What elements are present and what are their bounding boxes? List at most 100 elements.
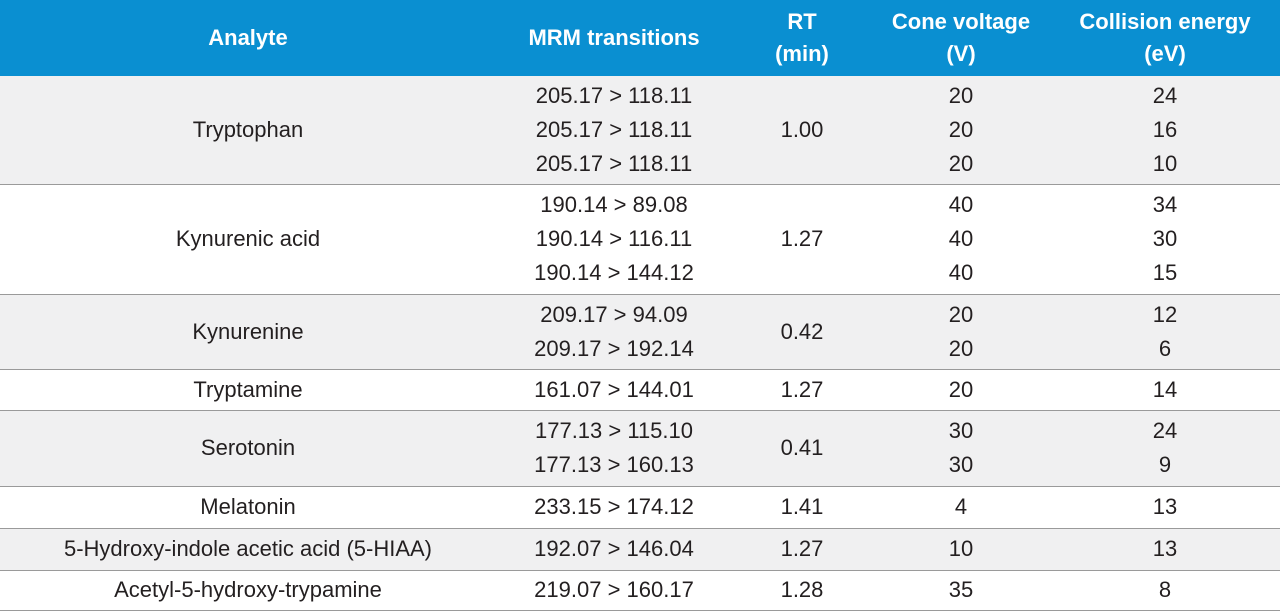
rt-cell: 1.27: [732, 184, 872, 295]
mrm-transition: 209.17 > 94.09: [540, 301, 688, 327]
ce-value: 24: [1152, 418, 1178, 443]
analyte-name: Acetyl-5-hydroxy-trypamine: [114, 577, 382, 602]
rt-value: 1.27: [780, 536, 824, 561]
cone-value: 20: [948, 116, 974, 142]
cone-value: 10: [948, 536, 974, 561]
mrm-cell: 205.17 > 118.11 205.17 > 118.11 205.17 >…: [496, 76, 732, 185]
table-row: Tryptamine 161.07 > 144.01 1.27 20 14: [0, 369, 1280, 411]
header-cone-voltage: Cone voltage (V): [872, 0, 1050, 76]
ce-cell: 24 9: [1050, 410, 1280, 487]
ce-value: 24: [1152, 82, 1178, 108]
header-analyte: Analyte: [0, 0, 496, 76]
ce-cell: 24 16 10: [1050, 76, 1280, 185]
table-row: Serotonin 177.13 > 115.10 177.13 > 160.1…: [0, 410, 1280, 487]
cone-cell: 20 20: [872, 294, 1050, 370]
ce-cell: 14: [1050, 369, 1280, 411]
header-rt-unit: (min): [775, 41, 829, 66]
mrm-cell: 177.13 > 115.10 177.13 > 160.13: [496, 410, 732, 487]
ce-value: 13: [1152, 494, 1178, 519]
header-mrm-transitions: MRM transitions: [496, 0, 732, 76]
ce-value: 6: [1158, 335, 1172, 361]
cone-value: 40: [948, 226, 974, 251]
table-row: Acetyl-5-hydroxy-trypamine 219.07 > 160.…: [0, 570, 1280, 611]
table-row: Kynurenine 209.17 > 94.09 209.17 > 192.1…: [0, 294, 1280, 370]
rt-value: 1.41: [780, 494, 824, 519]
ce-value: 34: [1152, 192, 1178, 217]
rt-value: 1.27: [780, 376, 824, 402]
mrm-transition: 205.17 > 118.11: [535, 116, 693, 142]
ce-value: 30: [1152, 226, 1178, 251]
analyte-name: Serotonin: [200, 435, 296, 460]
cone-value: 40: [948, 192, 974, 217]
ce-value: 16: [1152, 116, 1178, 142]
ce-value: 12: [1152, 301, 1178, 327]
header-cone-label: Cone voltage: [891, 9, 1031, 34]
table-row: Kynurenic acid 190.14 > 89.08 190.14 > 1…: [0, 184, 1280, 295]
mrm-cell: 219.07 > 160.17: [496, 570, 732, 611]
ce-value: 14: [1152, 376, 1178, 402]
cone-cell: 10: [872, 528, 1050, 571]
table-row: Tryptophan 205.17 > 118.11 205.17 > 118.…: [0, 76, 1280, 185]
cone-cell: 20 20 20: [872, 76, 1050, 185]
analyte-name: 5-Hydroxy-indole acetic acid (5-HIAA): [63, 536, 433, 561]
mrm-transition: 192.07 > 146.04: [534, 536, 694, 561]
analyte-cell: Melatonin: [0, 486, 496, 529]
ce-cell: 34 30 15: [1050, 184, 1280, 295]
cone-value: 4: [954, 494, 968, 519]
rt-cell: 0.42: [732, 294, 872, 370]
ce-cell: 8: [1050, 570, 1280, 611]
table-body: Tryptophan 205.17 > 118.11 205.17 > 118.…: [0, 76, 1280, 611]
mrm-transition: 205.17 > 118.11: [535, 150, 693, 176]
cone-value: 20: [948, 301, 974, 327]
mrm-cell: 190.14 > 89.08 190.14 > 116.11 190.14 > …: [496, 184, 732, 295]
rt-value: 0.41: [780, 435, 824, 460]
cone-cell: 20: [872, 369, 1050, 411]
header-rt: RT (min): [732, 0, 872, 76]
cone-cell: 40 40 40: [872, 184, 1050, 295]
mrm-transition: 233.15 > 174.12: [534, 494, 694, 519]
mrm-transition: 190.14 > 144.12: [534, 260, 694, 285]
rt-value: 0.42: [780, 318, 824, 344]
header-rt-label: RT: [787, 9, 817, 34]
mrm-cell: 192.07 > 146.04: [496, 528, 732, 571]
header-cone-unit: (V): [946, 41, 976, 66]
rt-cell: 1.41: [732, 486, 872, 529]
rt-value: 1.28: [780, 577, 824, 602]
cone-value: 20: [948, 82, 974, 108]
header-analyte-label: Analyte: [208, 25, 288, 50]
cone-value: 20: [948, 376, 974, 402]
analyte-name: Melatonin: [200, 494, 296, 519]
table-row: 5-Hydroxy-indole acetic acid (5-HIAA) 19…: [0, 528, 1280, 571]
rt-cell: 1.27: [732, 369, 872, 411]
analyte-cell: Tryptamine: [0, 369, 496, 411]
analyte-cell: 5-Hydroxy-indole acetic acid (5-HIAA): [0, 528, 496, 571]
analyte-cell: Serotonin: [0, 410, 496, 487]
analyte-cell: Tryptophan: [0, 76, 496, 185]
mrm-cell: 161.07 > 144.01: [496, 369, 732, 411]
mrm-transition: 219.07 > 160.17: [534, 577, 694, 602]
header-row: Analyte MRM transitions RT (min) Cone vo…: [0, 0, 1280, 76]
mrm-transition: 190.14 > 89.08: [540, 192, 688, 217]
mrm-cell: 209.17 > 94.09 209.17 > 192.14: [496, 294, 732, 370]
cone-cell: 35: [872, 570, 1050, 611]
mrm-transition: 209.17 > 192.14: [534, 335, 694, 361]
cone-value: 20: [948, 335, 974, 361]
header-ce-label: Collision energy: [1079, 9, 1251, 34]
table-header: Analyte MRM transitions RT (min) Cone vo…: [0, 0, 1280, 76]
analyte-name: Kynurenine: [192, 318, 304, 344]
mrm-transition: 177.13 > 160.13: [534, 452, 694, 477]
ce-cell: 13: [1050, 486, 1280, 529]
cone-cell: 4: [872, 486, 1050, 529]
header-ce-unit: (eV): [1144, 41, 1186, 66]
ce-value: 10: [1152, 150, 1178, 176]
rt-cell: 0.41: [732, 410, 872, 487]
cone-cell: 30 30: [872, 410, 1050, 487]
cone-value: 30: [948, 418, 974, 443]
table-row: Melatonin 233.15 > 174.12 1.41 4 13: [0, 486, 1280, 529]
ce-value: 15: [1152, 260, 1178, 285]
cone-value: 30: [948, 452, 974, 477]
cone-value: 40: [948, 260, 974, 285]
rt-value: 1.00: [780, 116, 824, 142]
mrm-transition: 177.13 > 115.10: [534, 418, 694, 443]
